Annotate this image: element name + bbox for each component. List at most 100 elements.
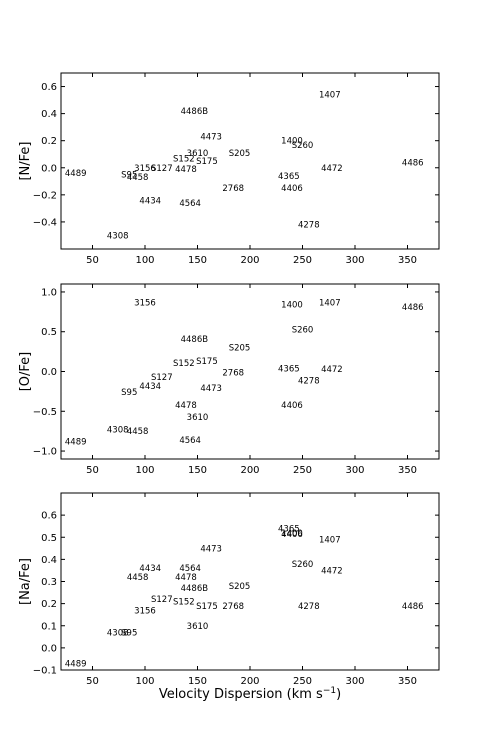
data-point-4472: 4472 <box>321 365 343 375</box>
x-tick-label: 100 <box>135 255 154 266</box>
data-point-3156: 3156 <box>134 298 156 308</box>
data-point-S127: S127 <box>151 164 173 174</box>
data-point-4473: 4473 <box>200 384 222 394</box>
x-tick-label: 200 <box>240 676 259 687</box>
data-point-4308: 4308 <box>107 628 129 638</box>
data-point-4278: 4278 <box>298 376 320 386</box>
y-axis-label: [O/Fe] <box>18 352 33 392</box>
data-point-4458: 4458 <box>127 573 149 583</box>
y-tick-label: 0.0 <box>41 643 57 654</box>
x-tick-label: 250 <box>293 255 312 266</box>
data-point-S152: S152 <box>173 597 195 607</box>
y-tick-label: 0.4 <box>41 109 57 120</box>
y-tick-label: −0.4 <box>33 217 57 228</box>
x-tick-label: 150 <box>188 255 207 266</box>
x-tick-label: 350 <box>398 676 417 687</box>
data-point-3610: 3610 <box>187 413 209 423</box>
data-point-S175: S175 <box>196 357 218 367</box>
data-point-S127: S127 <box>151 595 173 605</box>
data-point-S260: S260 <box>292 141 314 151</box>
data-point-4564: 4564 <box>179 199 201 209</box>
data-point-4406: 4406 <box>281 530 303 540</box>
x-tick-label: 100 <box>135 465 154 476</box>
y-tick-label: 0.3 <box>41 577 57 588</box>
data-point-3610: 3610 <box>187 622 209 632</box>
data-point-S175: S175 <box>196 602 218 612</box>
data-point-4478: 4478 <box>175 165 197 175</box>
y-axis-label: [Na/Fe] <box>18 558 33 605</box>
data-point-4434: 4434 <box>139 564 161 574</box>
y-tick-label: −1.0 <box>33 447 57 458</box>
data-point-4564: 4564 <box>179 564 201 574</box>
data-point-S95: S95 <box>121 388 137 398</box>
y-tick-label: −0.2 <box>33 190 57 201</box>
x-tick-label: 200 <box>240 255 259 266</box>
data-point-4564: 4564 <box>179 436 201 446</box>
data-point-4478: 4478 <box>175 401 197 411</box>
data-point-1400: 1400 <box>281 529 303 539</box>
data-point-4278: 4278 <box>298 602 320 612</box>
y-axis-label: [N/Fe] <box>18 141 33 180</box>
x-tick-label: 150 <box>188 465 207 476</box>
data-point-3156: 3156 <box>134 606 156 616</box>
x-tick-label: 50 <box>86 676 99 687</box>
data-point-2768: 2768 <box>222 368 244 378</box>
data-point-S205: S205 <box>229 344 251 354</box>
y-tick-label: 0.6 <box>41 82 57 93</box>
data-point-S95: S95 <box>121 171 137 181</box>
x-tick-label: 250 <box>293 676 312 687</box>
data-point-1400: 1400 <box>281 301 303 311</box>
data-point-S205: S205 <box>229 149 251 159</box>
x-tick-label: 50 <box>86 255 99 266</box>
data-point-4434: 4434 <box>139 382 161 392</box>
data-point-4486B: 4486B <box>181 335 209 345</box>
x-tick-label: 200 <box>240 465 259 476</box>
data-point-4365: 4365 <box>278 364 300 374</box>
x-tick-label: 300 <box>345 465 364 476</box>
data-point-S95: S95 <box>121 628 137 638</box>
data-point-S260: S260 <box>292 325 314 335</box>
x-tick-label: 300 <box>345 676 364 687</box>
y-tick-label: 0.1 <box>41 621 57 632</box>
data-point-4365: 4365 <box>278 524 300 534</box>
y-tick-label: 0.6 <box>41 511 57 522</box>
panel-2: 50 100 150 200 250 300 350 −1.0 −0.5 0.0 0.5 1.0 [O/… <box>18 283 440 476</box>
y-tick-label: 0.5 <box>41 327 57 338</box>
data-point-1407: 1407 <box>319 91 341 101</box>
data-point-4434: 4434 <box>139 196 161 206</box>
x-axis-label: Velocity Dispersion (km s−1) <box>159 686 341 702</box>
data-point-S152: S152 <box>173 154 195 164</box>
data-point-S175: S175 <box>196 157 218 167</box>
data-point-4365: 4365 <box>278 172 300 182</box>
x-axis-label-close: ) <box>336 687 341 702</box>
y-tick-label: 0.2 <box>41 136 57 147</box>
panel-3: 50 100 150 200 250 300 350 −0.1 0.0 0.1 0.2 0.3 0.4 0… <box>18 492 440 687</box>
data-point-4489: 4489 <box>65 659 87 669</box>
x-tick-label: 250 <box>293 465 312 476</box>
data-point-1407: 1407 <box>319 298 341 308</box>
data-point-4489: 4489 <box>65 438 87 448</box>
y-tick-label: −0.5 <box>33 407 57 418</box>
x-tick-label: 350 <box>398 255 417 266</box>
x-tick-label: 50 <box>86 465 99 476</box>
panels: 50 100 150 200 250 300 350 −0.4 −0.2 0.0 0.2 0.4 0.6… <box>18 72 440 687</box>
data-point-S152: S152 <box>173 359 195 369</box>
data-point-4458: 4458 <box>127 173 149 183</box>
panel-1: 50 100 150 200 250 300 350 −0.4 −0.2 0.0 0.2 0.4 0.6… <box>18 72 440 266</box>
data-point-4486: 4486 <box>402 158 424 168</box>
data-point-4486B: 4486B <box>181 107 209 117</box>
data-point-3610: 3610 <box>187 149 209 159</box>
data-point-4486: 4486 <box>402 303 424 313</box>
x-tick-label: 100 <box>135 676 154 687</box>
data-point-4473: 4473 <box>200 544 222 554</box>
x-tick-label: 300 <box>345 255 364 266</box>
x-axis-label-unit-sup: −1 <box>323 686 336 696</box>
y-tick-label: 0.5 <box>41 533 57 544</box>
data-point-1407: 1407 <box>319 535 341 545</box>
data-point-4278: 4278 <box>298 221 320 231</box>
data-point-4308: 4308 <box>107 426 129 436</box>
y-tick-label: 0.4 <box>41 555 57 566</box>
data-point-4486B: 4486B <box>181 584 209 594</box>
data-point-4473: 4473 <box>200 133 222 143</box>
